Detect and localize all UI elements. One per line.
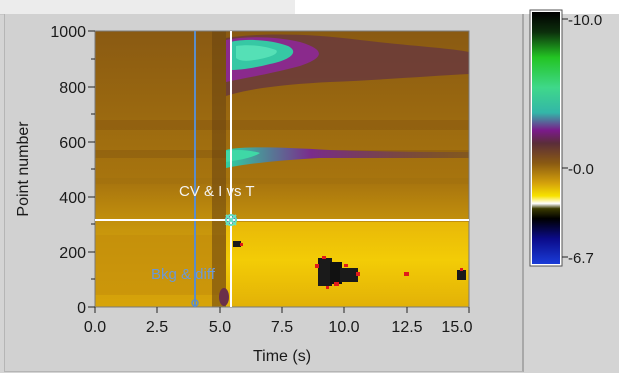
- x-tick-label: 0.0: [84, 319, 106, 336]
- y-tick-label: 600: [59, 135, 86, 152]
- heatmap-lower-region: [95, 235, 226, 295]
- heatmap-plume-core: [236, 45, 277, 61]
- x-tick-label: 2.5: [146, 319, 168, 336]
- heatmap-streak-550: [226, 147, 469, 168]
- colorbar-gradient: [532, 12, 560, 264]
- x-tick-label: 5.0: [209, 319, 231, 336]
- colorbar-max-label: -10.0: [568, 12, 602, 29]
- y-tick-label: 800: [59, 80, 86, 97]
- x-tick-label: 15.0: [441, 319, 472, 336]
- cursor-bkg-label: Bkg & diff: [151, 266, 216, 283]
- y-tick-label: 1000: [50, 24, 86, 41]
- heatmap-plot-area: [95, 31, 469, 307]
- cursor-cv-marker[interactable]: [225, 214, 237, 226]
- cursor-bkg-marker[interactable]: [191, 299, 199, 307]
- heatmap-band: [95, 178, 469, 184]
- y-axis: 0 200 400 600 800 1000 Point number: [15, 24, 95, 317]
- colorbar[interactable]: -10.0 -0.0 -6.7: [529, 9, 602, 267]
- heatmap-noise-cluster: [233, 241, 466, 289]
- heatmap-streak-core: [226, 149, 260, 162]
- heatmap-edge: [212, 31, 226, 307]
- colorbar-min-label: -6.7: [568, 250, 594, 267]
- y-tick-label: 200: [59, 245, 86, 262]
- colorbar-mid-label: -0.0: [568, 161, 594, 178]
- x-tick-label: 12.5: [391, 319, 422, 336]
- y-axis-label: Point number: [15, 121, 32, 217]
- x-axis-label: Time (s): [253, 348, 311, 365]
- x-axis: 0.0 2.5 5.0 7.5 10.0 12.5 15.0 Time (s): [84, 307, 473, 365]
- y-tick-label: 400: [59, 190, 86, 207]
- heatmap-band: [95, 120, 469, 130]
- cursor-cv-label: CV & I vs T: [179, 183, 255, 200]
- y-tick-label: 0: [77, 300, 86, 317]
- heatmap-blob-lower: [219, 288, 229, 306]
- x-tick-label: 10.0: [328, 319, 359, 336]
- x-tick-label: 7.5: [271, 319, 293, 336]
- top-strip: [0, 0, 619, 15]
